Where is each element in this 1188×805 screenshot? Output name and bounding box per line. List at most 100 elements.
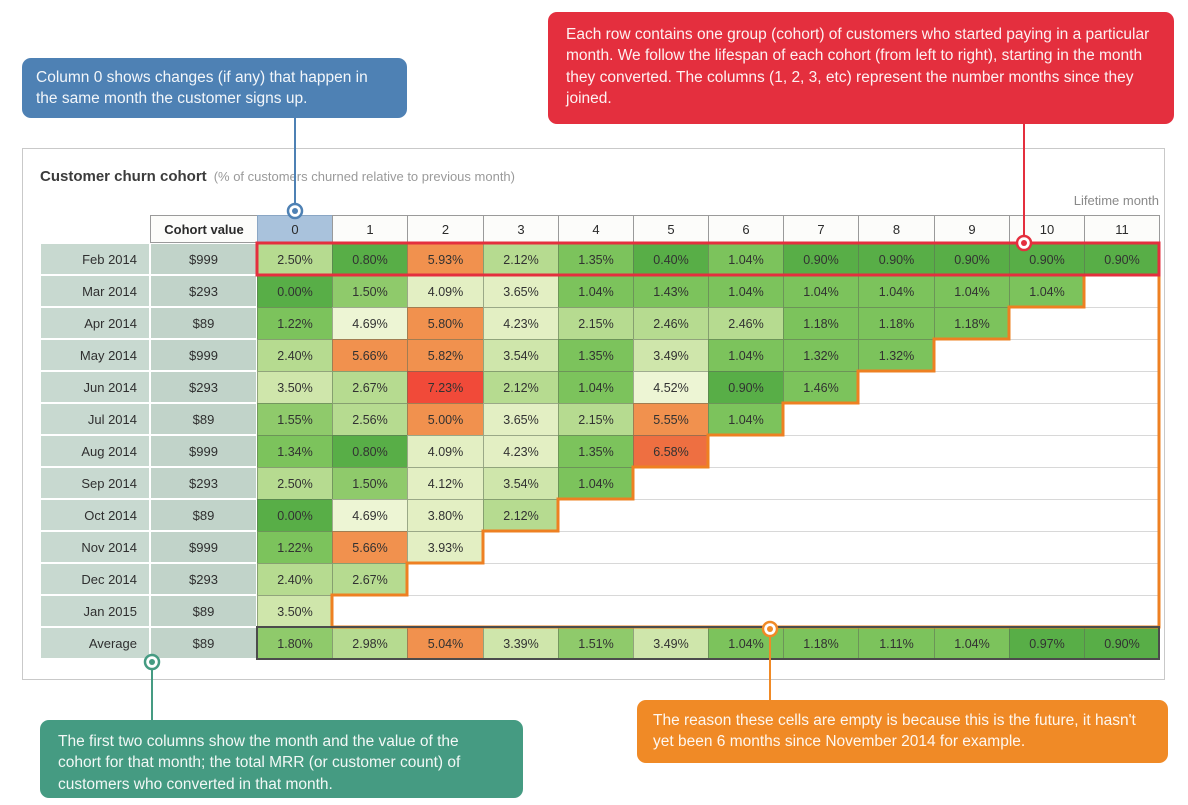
churn-cell: 0.90% bbox=[783, 243, 859, 276]
empty-future-cell bbox=[783, 499, 859, 532]
churn-cell: 5.66% bbox=[332, 339, 408, 372]
row-label: Average bbox=[40, 627, 150, 659]
row-label: Aug 2014 bbox=[40, 435, 150, 467]
churn-cell: 1.04% bbox=[708, 627, 784, 660]
empty-future-cell bbox=[558, 595, 634, 628]
empty-future-cell bbox=[483, 595, 559, 628]
churn-cell: 4.09% bbox=[407, 435, 484, 468]
churn-cell: 1.04% bbox=[1009, 275, 1085, 308]
empty-future-cell bbox=[1009, 371, 1085, 404]
empty-future-cell bbox=[783, 531, 859, 564]
empty-future-cell bbox=[1084, 435, 1160, 468]
churn-cell: 2.12% bbox=[483, 243, 559, 276]
churn-cell: 1.04% bbox=[708, 243, 784, 276]
row-label: Oct 2014 bbox=[40, 499, 150, 531]
empty-future-cell bbox=[783, 595, 859, 628]
churn-cell: 2.12% bbox=[483, 371, 559, 404]
empty-future-cell bbox=[1084, 499, 1160, 532]
churn-cell: 5.66% bbox=[332, 531, 408, 564]
column-header-lifetime-0: 0 bbox=[257, 215, 333, 243]
cohort-value-cell: $999 bbox=[150, 339, 257, 371]
churn-cell: 5.80% bbox=[407, 307, 484, 340]
cohort-value-cell: $999 bbox=[150, 243, 257, 275]
empty-future-cell bbox=[1084, 371, 1160, 404]
churn-cell: 5.82% bbox=[407, 339, 484, 372]
churn-cell: 4.69% bbox=[332, 499, 408, 532]
cohort-value-cell: $89 bbox=[150, 627, 257, 659]
cohort-value-cell: $89 bbox=[150, 595, 257, 627]
churn-cell: 2.46% bbox=[708, 307, 784, 340]
churn-cell: 7.23% bbox=[407, 371, 484, 404]
empty-future-cell bbox=[1084, 563, 1160, 596]
churn-cell: 0.90% bbox=[1009, 243, 1085, 276]
row-label: Sep 2014 bbox=[40, 467, 150, 499]
empty-future-cell bbox=[1009, 435, 1085, 468]
churn-cell: 0.90% bbox=[1084, 627, 1160, 660]
churn-cell: 0.90% bbox=[934, 243, 1010, 276]
empty-future-cell bbox=[1084, 531, 1160, 564]
empty-future-cell bbox=[332, 595, 408, 628]
column-header-lifetime-4: 4 bbox=[558, 215, 634, 243]
churn-cell: 3.50% bbox=[257, 371, 333, 404]
churn-cell: 0.90% bbox=[708, 371, 784, 404]
empty-future-cell bbox=[783, 403, 859, 436]
churn-cell: 1.35% bbox=[558, 243, 634, 276]
empty-future-cell bbox=[858, 435, 935, 468]
churn-cell: 2.50% bbox=[257, 467, 333, 500]
row-label: Nov 2014 bbox=[40, 531, 150, 563]
empty-future-cell bbox=[858, 403, 935, 436]
column-header-lifetime-10: 10 bbox=[1009, 215, 1085, 243]
churn-cell: 2.67% bbox=[332, 563, 408, 596]
empty-future-cell bbox=[858, 595, 935, 628]
empty-future-cell bbox=[708, 467, 784, 500]
cohort-value-cell: $89 bbox=[150, 403, 257, 435]
empty-future-cell bbox=[407, 595, 484, 628]
table-subtitle: (% of customers churned relative to prev… bbox=[213, 169, 515, 184]
churn-cell: 1.04% bbox=[558, 467, 634, 500]
churn-cell: 1.18% bbox=[858, 307, 935, 340]
cohort-value-cell: $293 bbox=[150, 275, 257, 307]
empty-future-cell bbox=[483, 531, 559, 564]
lifetime-month-label: Lifetime month bbox=[1073, 193, 1159, 208]
churn-cell: 4.12% bbox=[407, 467, 484, 500]
column-header-lifetime-8: 8 bbox=[858, 215, 935, 243]
churn-cell: 1.11% bbox=[858, 627, 935, 660]
empty-future-cell bbox=[1009, 499, 1085, 532]
callout-empty-cells: The reason these cells are empty is beca… bbox=[637, 700, 1168, 763]
churn-cell: 1.50% bbox=[332, 467, 408, 500]
churn-cell: 1.18% bbox=[783, 627, 859, 660]
churn-cell: 1.04% bbox=[934, 275, 1010, 308]
churn-cell: 4.23% bbox=[483, 307, 559, 340]
churn-cell: 5.93% bbox=[407, 243, 484, 276]
churn-cell: 1.04% bbox=[858, 275, 935, 308]
empty-future-cell bbox=[858, 371, 935, 404]
empty-future-cell bbox=[708, 595, 784, 628]
empty-future-cell bbox=[1009, 595, 1085, 628]
churn-cell: 5.55% bbox=[633, 403, 709, 436]
churn-cell: 1.46% bbox=[783, 371, 859, 404]
empty-future-cell bbox=[633, 595, 709, 628]
row-label: May 2014 bbox=[40, 339, 150, 371]
empty-future-cell bbox=[558, 499, 634, 532]
churn-cell: 1.04% bbox=[708, 339, 784, 372]
empty-future-cell bbox=[858, 531, 935, 564]
churn-cell: 3.49% bbox=[633, 627, 709, 660]
empty-future-cell bbox=[633, 531, 709, 564]
churn-cell: 0.90% bbox=[1084, 243, 1160, 276]
row-label: Jul 2014 bbox=[40, 403, 150, 435]
table-title-row: Customer churn cohort (% of customers ch… bbox=[40, 168, 515, 185]
cohort-value-cell: $89 bbox=[150, 499, 257, 531]
churn-cell: 1.32% bbox=[783, 339, 859, 372]
churn-cell: 3.65% bbox=[483, 403, 559, 436]
callout-column0: Column 0 shows changes (if any) that hap… bbox=[22, 58, 407, 118]
empty-future-cell bbox=[1009, 403, 1085, 436]
churn-cell: 1.04% bbox=[708, 275, 784, 308]
empty-future-cell bbox=[858, 499, 935, 532]
churn-cell: 1.18% bbox=[934, 307, 1010, 340]
churn-cell: 2.15% bbox=[558, 403, 634, 436]
churn-cell: 2.50% bbox=[257, 243, 333, 276]
churn-cell: 3.80% bbox=[407, 499, 484, 532]
empty-future-cell bbox=[858, 563, 935, 596]
churn-cell: 2.56% bbox=[332, 403, 408, 436]
column-header-lifetime-7: 7 bbox=[783, 215, 859, 243]
